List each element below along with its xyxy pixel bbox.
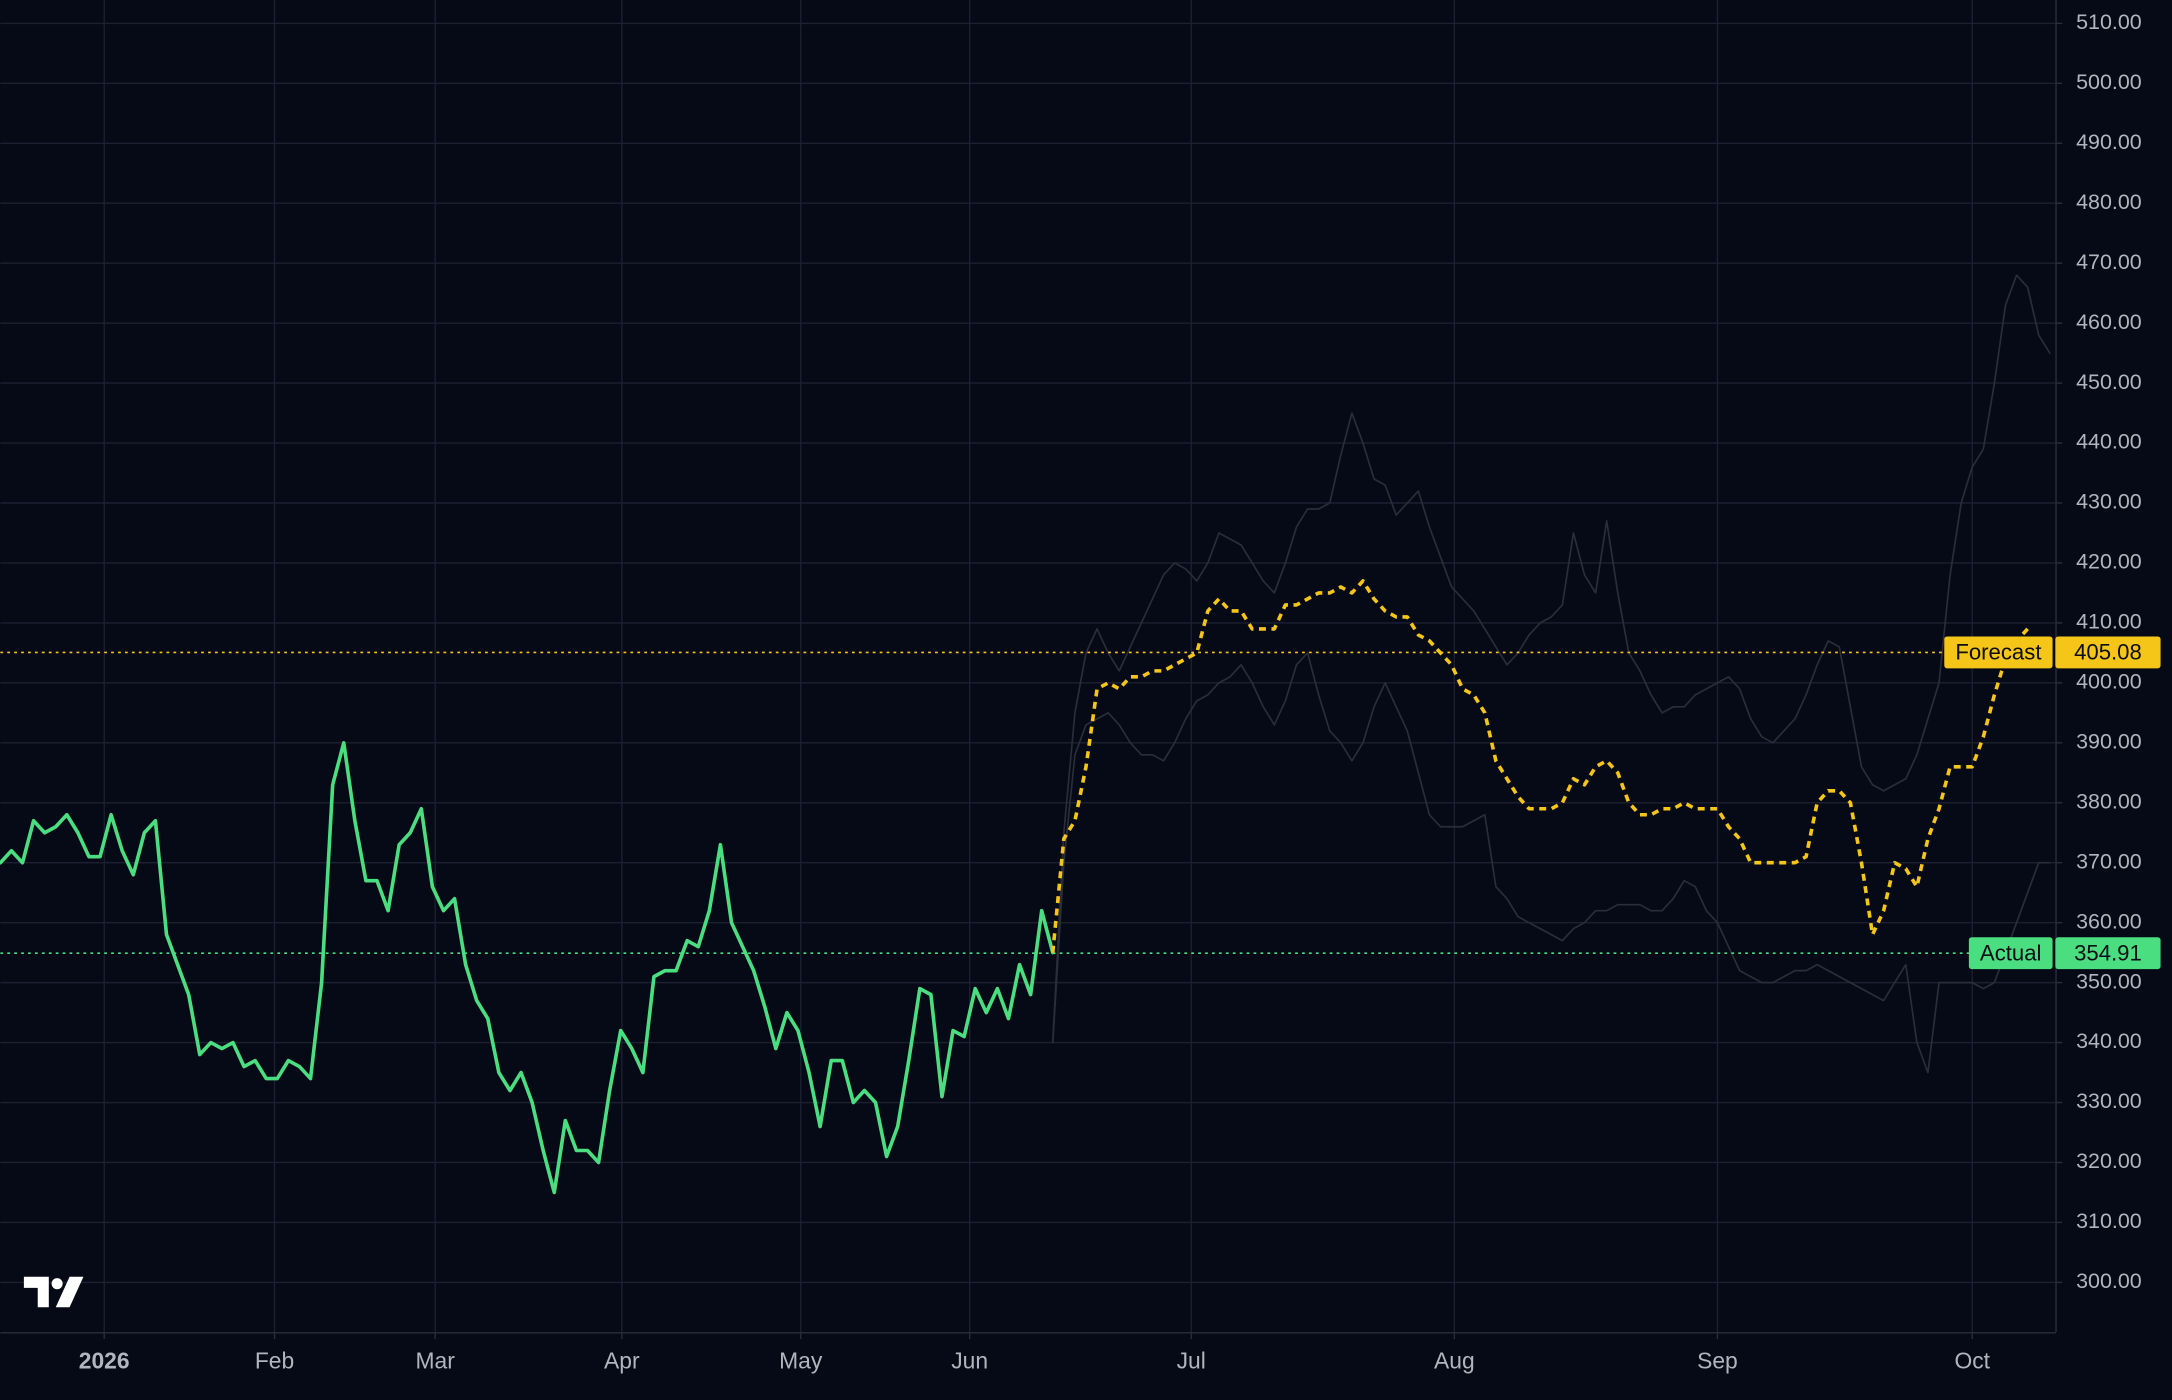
logo-part	[55, 1276, 84, 1308]
y-tick-label: 340.00	[2076, 1029, 2142, 1053]
x-tick-label: Sep	[1697, 1348, 1738, 1374]
y-tick-label: 470.00	[2076, 250, 2142, 274]
logo-part	[51, 1278, 63, 1290]
y-tick-label: 400.00	[2076, 670, 2142, 694]
y-tick-label: 480.00	[2076, 190, 2142, 214]
y-tick-label: 510.00	[2076, 10, 2142, 34]
line-series	[1051, 652, 2051, 1074]
y-tick-label: 360.00	[2076, 909, 2142, 933]
line-series	[0, 741, 1055, 1195]
y-tick-label: 450.00	[2076, 370, 2142, 394]
y-tick-label: 390.00	[2076, 729, 2142, 753]
y-tick-label: 300.00	[2076, 1269, 2142, 1293]
grid	[0, 0, 2056, 1333]
price-value: 405.08	[2074, 640, 2142, 665]
price-value: 354.91	[2074, 940, 2142, 965]
x-tick-label: Feb	[255, 1348, 294, 1374]
price-name-box	[1968, 937, 2053, 970]
y-tick-label: 440.00	[2076, 430, 2142, 454]
x-tick-label: Jul	[1177, 1348, 1206, 1374]
line-series	[1051, 274, 2051, 1044]
y-tick-label: 370.00	[2076, 849, 2142, 873]
price-name: Actual	[1980, 940, 2042, 965]
line-series	[1050, 579, 2029, 953]
logo-part	[23, 1276, 49, 1308]
y-tick-label: 460.00	[2076, 310, 2142, 334]
x-tick-label: Oct	[1954, 1348, 1990, 1374]
y-tick-label: 350.00	[2076, 969, 2142, 993]
y-tick-label: 420.00	[2076, 550, 2142, 574]
x-tick-label: Apr	[604, 1348, 640, 1374]
y-tick-label: 310.00	[2076, 1209, 2142, 1233]
x-tick-label: Mar	[415, 1348, 455, 1374]
price-name: Forecast	[1955, 640, 2041, 665]
axis-labels: 300.00 310.00 320.00 330.00 340.00 350.00 360.…	[79, 10, 2161, 1374]
price-name-box	[1944, 636, 2053, 669]
y-tick-label: 500.00	[2076, 70, 2142, 94]
y-tick-label: 320.00	[2076, 1149, 2142, 1173]
x-tick-label: May	[779, 1348, 823, 1374]
price-value-box	[2055, 937, 2161, 970]
y-tick-label: 380.00	[2076, 789, 2142, 813]
x-tick-label: Aug	[1434, 1348, 1475, 1374]
x-tick-label: Jun	[951, 1348, 988, 1374]
y-tick-label: 430.00	[2076, 490, 2142, 514]
logo	[23, 1276, 84, 1308]
plot	[0, 274, 2056, 1195]
price-value-box	[2055, 636, 2161, 669]
y-tick-label: 410.00	[2076, 610, 2142, 634]
x-tick-label: 2026	[79, 1348, 130, 1374]
y-tick-label: 490.00	[2076, 130, 2142, 154]
y-tick-label: 330.00	[2076, 1089, 2142, 1113]
